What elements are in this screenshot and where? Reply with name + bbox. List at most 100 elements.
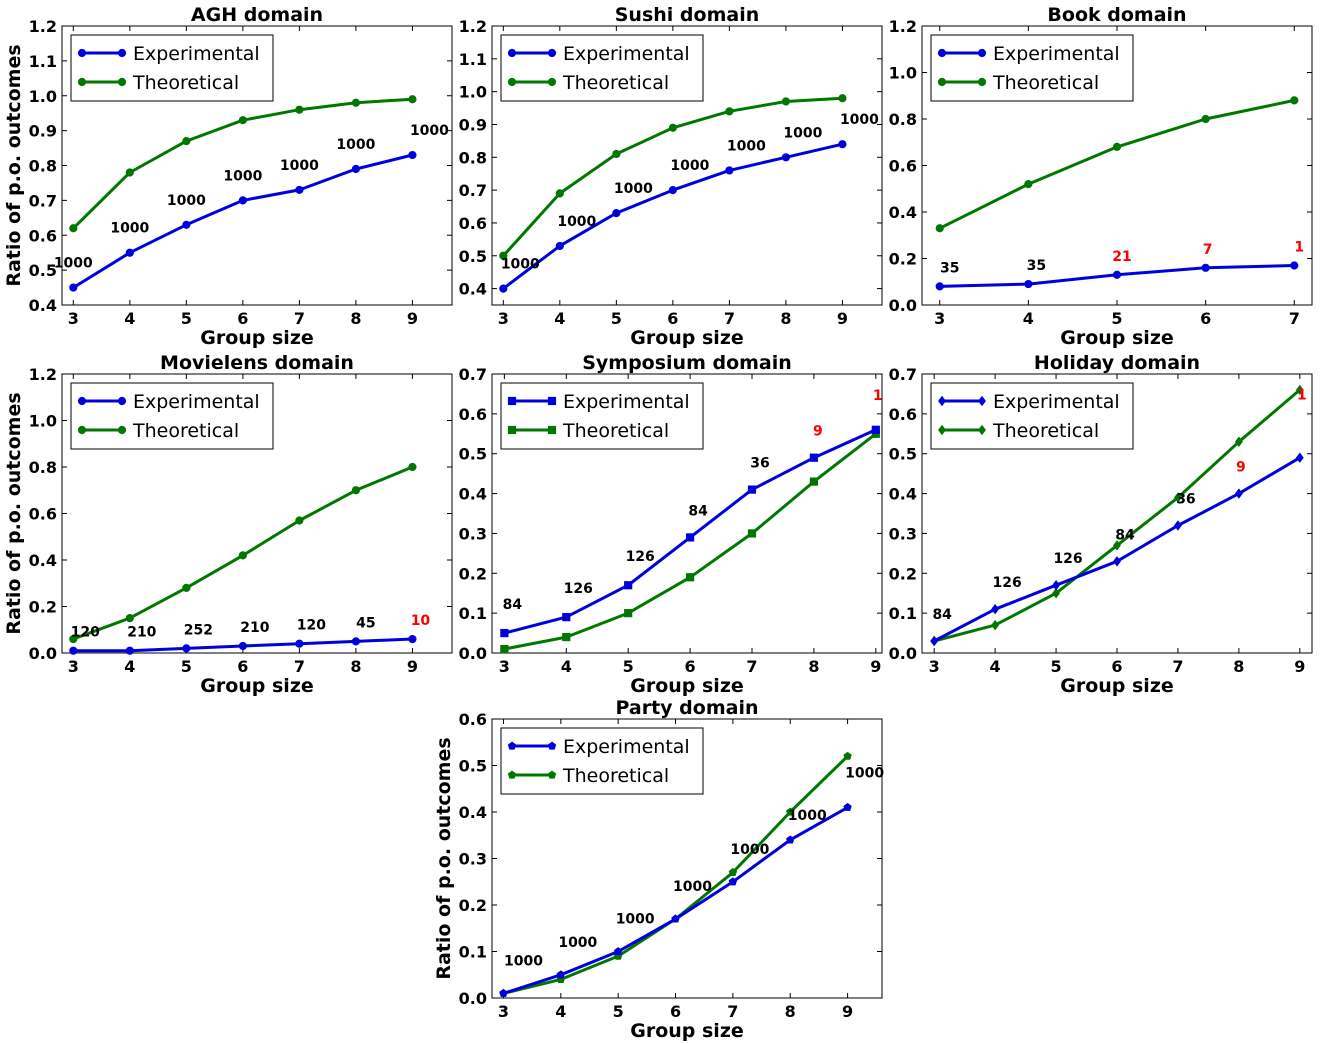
y-tick-label: 0.8: [29, 458, 57, 477]
y-tick-label: 0.6: [889, 405, 917, 424]
data-point-theoretical: [838, 94, 847, 103]
legend: Experimental Theoretical: [930, 382, 1134, 450]
legend-marker: [507, 396, 517, 406]
data-point-theoretical: [935, 224, 944, 233]
count-annotation: 1000: [614, 181, 653, 197]
legend-marker: [978, 395, 986, 407]
data-point-experimental: [728, 877, 738, 886]
chart-title: Book domain: [1047, 4, 1186, 26]
subplot-3: 3 4 5 6 7 0.0 0.2 0.4 0.6 0.8 1.0 1.2 Book domain Gro…: [889, 4, 1313, 349]
y-tick-label: 0.1: [889, 604, 917, 623]
count-annotation: 84: [932, 607, 952, 623]
data-point-experimental: [69, 283, 78, 292]
legend-marker: [507, 425, 517, 435]
y-tick-label: 0.4: [29, 296, 57, 315]
y-tick-label: 0.1: [459, 943, 487, 962]
x-tick-label: 5: [181, 657, 192, 676]
data-point-theoretical: [125, 614, 134, 623]
count-annotation: 35: [940, 260, 959, 276]
count-annotation: 21: [1112, 249, 1131, 265]
y-tick-label: 0.4: [459, 280, 487, 299]
x-tick-label: 3: [498, 1002, 509, 1021]
x-tick-label: 6: [1200, 309, 1211, 328]
data-point-theoretical: [1024, 180, 1033, 189]
y-tick-label: 0.0: [889, 644, 917, 663]
chart-title: AGH domain: [191, 4, 323, 26]
data-point-theoretical: [1201, 114, 1210, 124]
x-tick-label: 9: [1294, 657, 1305, 676]
legend-marker: [77, 396, 87, 406]
count-annotation: 36: [1176, 491, 1195, 507]
data-point-theoretical: [1234, 436, 1243, 447]
data-point-theoretical: [668, 123, 677, 132]
data-point-experimental: [1201, 263, 1210, 272]
data-point-experimental: [612, 208, 621, 218]
data-point-experimental: [871, 425, 880, 434]
x-tick-label: 3: [68, 309, 79, 328]
data-point-experimental: [668, 186, 677, 195]
x-tick-label: 5: [623, 657, 634, 676]
count-annotation: 9: [1236, 460, 1246, 476]
data-point-experimental: [685, 533, 695, 542]
count-annotation: 1000: [840, 112, 879, 128]
x-tick-label: 5: [611, 309, 622, 328]
y-tick-label: 0.5: [29, 261, 57, 280]
y-tick-label: 0.6: [29, 226, 57, 245]
x-tick-label: 5: [181, 309, 192, 328]
x-tick-label: 3: [498, 309, 509, 328]
data-point-experimental: [1234, 488, 1243, 499]
count-annotation: 1000: [110, 221, 149, 237]
y-tick-label: 0.7: [889, 365, 917, 384]
data-point-theoretical: [499, 251, 508, 260]
legend: Experimental Theoretical: [930, 34, 1134, 102]
data-point-experimental: [671, 914, 680, 923]
x-tick-label: 4: [124, 309, 135, 328]
data-point-experimental: [781, 153, 791, 162]
legend-box: [930, 382, 1134, 450]
legend-box: [500, 727, 704, 795]
data-point-theoretical: [1113, 540, 1121, 551]
count-annotation: 84: [1115, 527, 1135, 543]
y-tick-label: 0.6: [29, 505, 57, 524]
legend-label: Experimental: [993, 43, 1120, 65]
data-point-theoretical: [351, 486, 361, 495]
legend-marker: [937, 48, 947, 58]
y-tick-label: 0.7: [459, 365, 487, 384]
legend-label: Theoretical: [132, 420, 239, 442]
y-tick-label: 0.7: [29, 191, 57, 210]
count-annotation: 1000: [727, 138, 766, 154]
legend-marker: [547, 77, 557, 87]
count-annotation: 1000: [167, 193, 206, 209]
data-point-experimental: [499, 284, 508, 293]
count-annotation: 1: [1297, 388, 1307, 404]
x-tick-label: 6: [237, 309, 248, 328]
count-annotation: 84: [503, 597, 523, 613]
data-point-experimental: [125, 646, 134, 655]
data-point-theoretical: [182, 583, 191, 593]
data-point-theoretical: [295, 105, 304, 114]
y-tick-label: 0.6: [459, 214, 487, 233]
subplot-2: 3 4 5 6 7 8 9 0.4 0.5 0.6 0.7 0.8 0.9 1.0 1.1 1.2 Sushi …: [459, 4, 883, 349]
data-point-experimental: [747, 485, 757, 494]
y-tick-label: 1.2: [889, 17, 917, 36]
x-tick-label: 9: [842, 1002, 853, 1021]
y-tick-label: 1.2: [459, 17, 487, 36]
data-point-experimental: [500, 628, 509, 638]
x-tick-label: 6: [237, 657, 248, 676]
y-tick-label: 0.2: [29, 598, 57, 617]
y-tick-label: 0.5: [459, 247, 487, 266]
x-tick-label: 4: [554, 309, 565, 328]
x-tick-label: 7: [294, 657, 305, 676]
x-tick-label: 8: [350, 309, 361, 328]
data-point-theoretical: [781, 97, 791, 106]
x-tick-label: 4: [555, 1002, 566, 1021]
y-tick-label: 0.2: [459, 564, 487, 583]
data-point-theoretical: [69, 224, 78, 233]
x-axis-label: Group size: [200, 327, 314, 349]
legend-marker: [938, 424, 946, 436]
legend-marker: [937, 77, 947, 87]
y-axis-label: Ratio of p.o. outcomes: [3, 392, 25, 634]
legend-label: Theoretical: [562, 420, 669, 442]
y-tick-label: 0.6: [889, 157, 917, 176]
data-point-experimental: [1113, 556, 1121, 567]
